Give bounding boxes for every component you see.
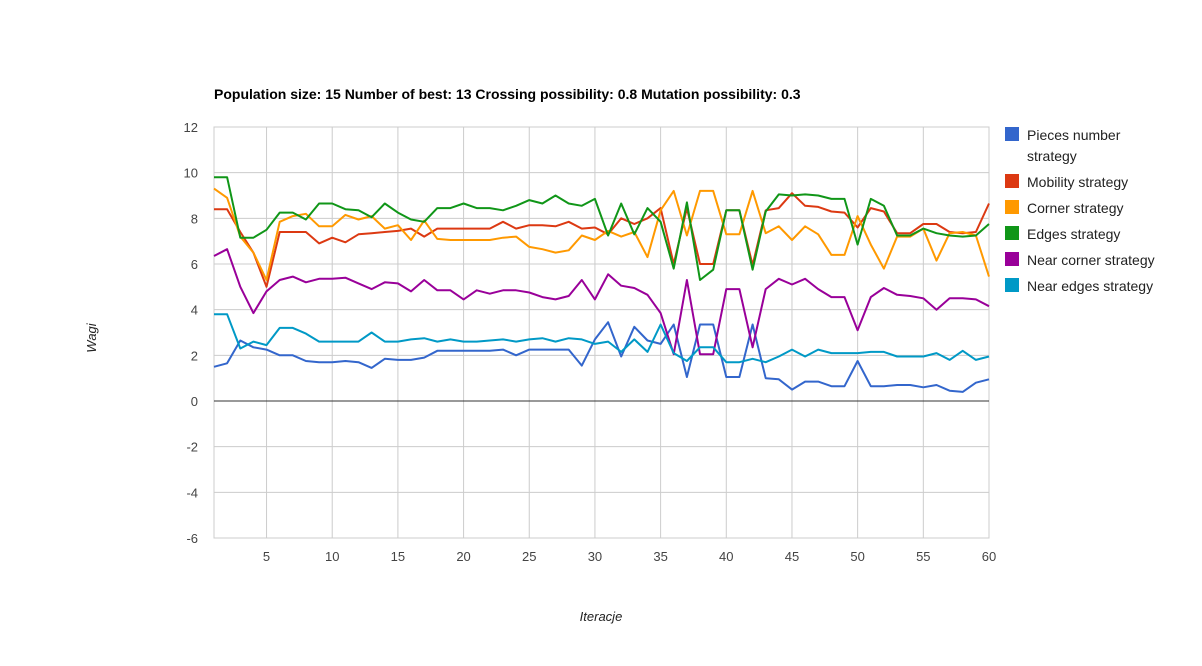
series-line-2 bbox=[214, 192, 990, 288]
y-tick-label: 12 bbox=[184, 120, 198, 135]
legend-swatch bbox=[1005, 252, 1019, 266]
series-line-5 bbox=[213, 248, 990, 356]
x-tick-label: 45 bbox=[785, 549, 799, 564]
legend-label: Near edges strategy bbox=[1027, 278, 1153, 294]
y-tick-label: 0 bbox=[191, 394, 198, 409]
y-tick-label: -6 bbox=[186, 531, 198, 546]
legend-swatch bbox=[1005, 226, 1019, 240]
y-tick-label: 10 bbox=[184, 166, 198, 181]
legend: Pieces number strategy Mobility strategy Co… bbox=[1005, 127, 1155, 294]
grid-lines bbox=[213, 126, 990, 539]
x-tick-label: 40 bbox=[719, 549, 733, 564]
y-tick-label: 2 bbox=[191, 348, 198, 363]
x-axis-title: Iteracje bbox=[580, 609, 623, 624]
x-tick-label: 60 bbox=[982, 549, 996, 564]
series-line-4 bbox=[214, 176, 990, 281]
chart-title: Population size: 15 Number of best: 13 C… bbox=[214, 86, 801, 102]
x-tick-label: 10 bbox=[325, 549, 339, 564]
series-lines bbox=[213, 176, 990, 402]
legend-swatch bbox=[1005, 127, 1019, 141]
tick-labels: -6 -4 -2 0 2 4 6 8 10 12 5 10 15 20 25 30 35 40 45 50 55 60 bbox=[184, 120, 997, 564]
legend-label: Edges strategy bbox=[1027, 226, 1120, 242]
x-tick-label: 50 bbox=[850, 549, 864, 564]
x-tick-label: 20 bbox=[456, 549, 470, 564]
legend-swatch bbox=[1005, 200, 1019, 214]
x-tick-label: 30 bbox=[588, 549, 602, 564]
legend-label: Corner strategy bbox=[1027, 200, 1123, 216]
y-tick-label: 8 bbox=[191, 211, 198, 226]
legend-label: Mobility strategy bbox=[1027, 174, 1128, 190]
plot-border bbox=[213, 126, 990, 539]
x-tick-label: 55 bbox=[916, 549, 930, 564]
legend-swatch bbox=[1005, 174, 1019, 188]
y-tick-label: 4 bbox=[191, 303, 198, 318]
legend-swatch bbox=[1005, 278, 1019, 292]
legend-label: Near corner strategy bbox=[1027, 252, 1155, 268]
y-axis-title: Wagi bbox=[84, 322, 99, 352]
x-tick-label: 25 bbox=[522, 549, 536, 564]
x-tick-label: 15 bbox=[391, 549, 405, 564]
y-tick-label: -2 bbox=[186, 440, 198, 455]
plot-area: -6 -4 -2 0 2 4 6 8 10 12 5 10 15 20 25 30 35 40 45 50 55 60 bbox=[184, 120, 997, 564]
legend-label: Pieces number strategy bbox=[1027, 127, 1121, 164]
y-tick-label: -4 bbox=[186, 485, 198, 500]
y-tick-label: 6 bbox=[191, 257, 198, 272]
x-tick-label: 35 bbox=[653, 549, 667, 564]
series-line-6 bbox=[214, 313, 990, 364]
series-line-1 bbox=[213, 321, 990, 393]
series-line-3 bbox=[213, 187, 990, 281]
x-tick-label: 5 bbox=[263, 549, 270, 564]
